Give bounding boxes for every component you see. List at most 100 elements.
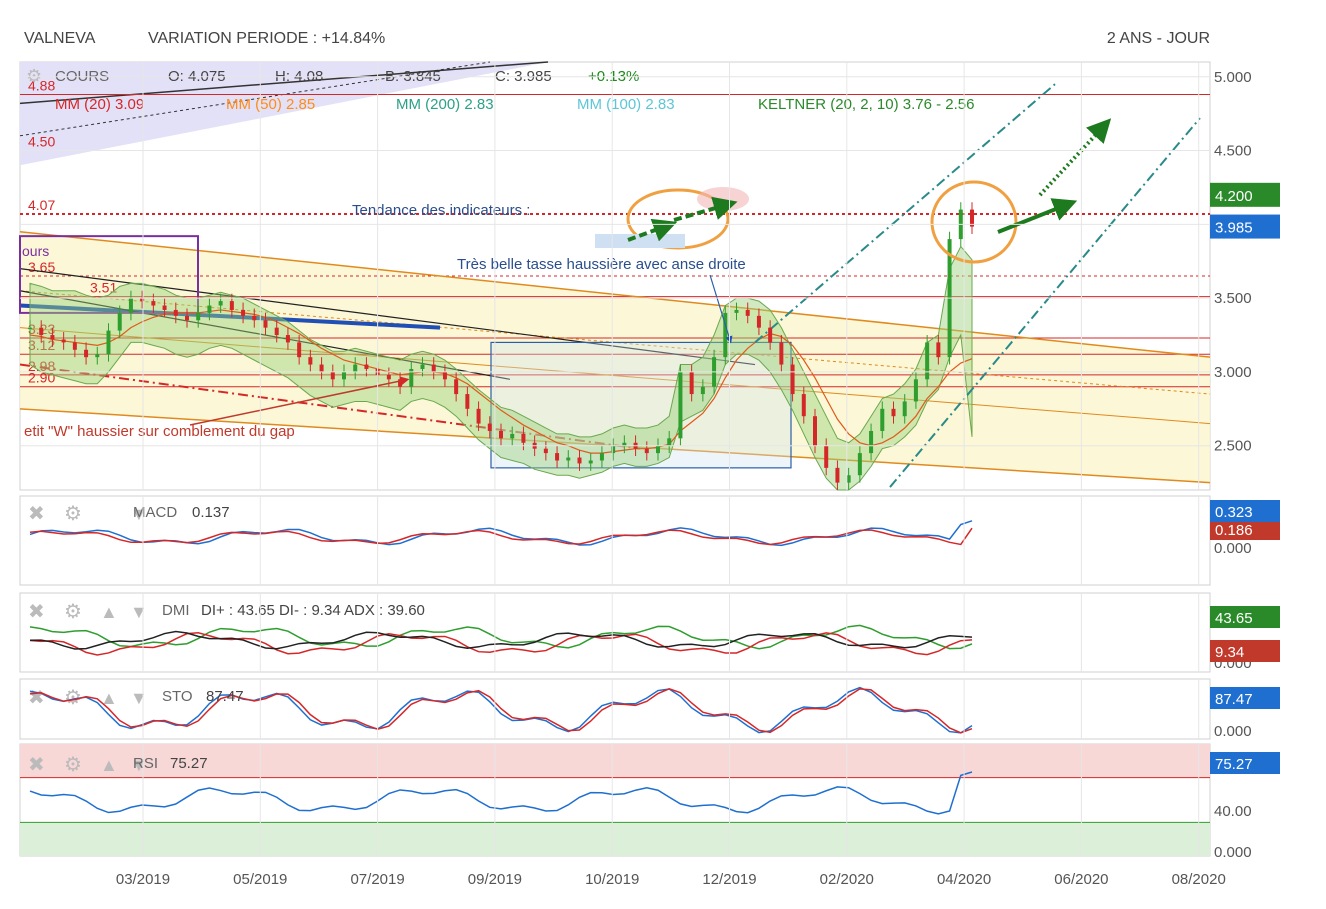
purple-box bbox=[19, 235, 199, 314]
x-tick-label: 10/2019 bbox=[585, 871, 639, 888]
dmi-value: DI+ : 43.65 DI- : 9.34 ADX : 39.60 bbox=[201, 602, 425, 619]
macd-value: 0.137 bbox=[192, 504, 230, 521]
x-tick-label: 09/2019 bbox=[468, 871, 522, 888]
rsi-tick-0: 0.000 bbox=[1214, 844, 1252, 861]
sto-name: STO bbox=[162, 688, 193, 705]
candle-body bbox=[420, 364, 425, 369]
move-down-icon: ▼ bbox=[130, 602, 148, 622]
rsi-name: RSI bbox=[133, 755, 158, 772]
last-price-badge-bg bbox=[1210, 214, 1280, 239]
candle-body bbox=[588, 460, 593, 464]
annotation-trend: Tendance des indicateurs : bbox=[352, 202, 530, 219]
highlight-ellipse-price bbox=[930, 180, 1018, 264]
candle-body bbox=[342, 371, 346, 380]
candle-body bbox=[263, 320, 268, 328]
candle-body bbox=[431, 364, 436, 372]
candle-body bbox=[229, 301, 234, 310]
uptrend-line-1 bbox=[754, 83, 1056, 344]
macd-panel-frame bbox=[19, 495, 1211, 586]
candle-body bbox=[106, 330, 111, 355]
high-badge: 4.200 bbox=[1215, 188, 1253, 205]
candle-body bbox=[162, 305, 167, 310]
legend-mm200: MM (200) 2.83 bbox=[396, 96, 494, 113]
candle-body bbox=[813, 416, 817, 446]
candle-body bbox=[330, 371, 335, 380]
candle-body bbox=[756, 315, 761, 328]
y-tick-label: 5.000 bbox=[1214, 69, 1252, 86]
green-arrow-4 bbox=[1038, 118, 1112, 197]
candle-body bbox=[622, 442, 627, 446]
channel-top-line bbox=[19, 230, 1211, 358]
candle-body bbox=[700, 386, 705, 395]
candle-body bbox=[386, 374, 391, 380]
level-label: 4.88 bbox=[28, 77, 55, 93]
candle-body bbox=[140, 298, 145, 302]
candle-body bbox=[555, 453, 560, 461]
annotation-arrow-cup bbox=[709, 274, 733, 344]
candle-body bbox=[689, 371, 694, 395]
rsi-tick-40: 40.00 bbox=[1214, 803, 1252, 820]
candle-body bbox=[50, 335, 55, 340]
level-label: 4.50 bbox=[28, 134, 55, 150]
move-up-icon: ▲ bbox=[100, 755, 118, 775]
high-badge-bg bbox=[1210, 182, 1280, 207]
rsi-badge: 75.27 bbox=[1215, 756, 1253, 773]
candle-body bbox=[857, 453, 862, 476]
candle-body bbox=[364, 364, 369, 369]
candle-body bbox=[521, 433, 526, 443]
period-label: 2 ANS - JOUR bbox=[1107, 30, 1210, 47]
sto-badge: 87.47 bbox=[1215, 691, 1253, 708]
last-price-badge: 3.985 bbox=[1215, 220, 1253, 237]
candle-body bbox=[499, 430, 503, 439]
annotation-w-pattern: etit "W" haussier sur comblement du gap bbox=[24, 423, 295, 440]
candle-body bbox=[274, 327, 279, 336]
candle-body bbox=[353, 364, 358, 372]
candle-body bbox=[745, 309, 750, 316]
candle-body bbox=[543, 448, 548, 454]
upper-band-line bbox=[19, 61, 549, 105]
support-line bbox=[19, 303, 441, 330]
candle-body bbox=[577, 457, 582, 464]
candle-body bbox=[207, 305, 212, 313]
candle-body bbox=[644, 448, 649, 454]
macd-signal-line bbox=[29, 527, 973, 546]
move-up-icon: ▲ bbox=[100, 688, 118, 708]
move-up-icon: ▲ bbox=[100, 602, 118, 622]
candle-body bbox=[409, 368, 414, 387]
candle-body bbox=[846, 475, 851, 483]
rsi-overbought-zone bbox=[20, 744, 1210, 778]
candle-body bbox=[39, 327, 44, 336]
sto-d-line bbox=[29, 688, 973, 734]
x-tick-label: 08/2020 bbox=[1172, 871, 1226, 888]
candle-body bbox=[678, 371, 683, 439]
sto-panel-frame bbox=[19, 678, 1211, 740]
candle-body bbox=[599, 453, 604, 461]
candle-body bbox=[925, 342, 930, 380]
candle-body bbox=[442, 371, 447, 380]
dmi-badge-2-bg bbox=[1210, 640, 1280, 662]
rsi-line bbox=[29, 771, 973, 815]
candle-body bbox=[667, 438, 672, 446]
x-tick-label: 12/2019 bbox=[702, 871, 756, 888]
y-tick-label: 4.500 bbox=[1214, 143, 1252, 160]
candle-body bbox=[970, 209, 974, 227]
upper-band-shading bbox=[20, 62, 548, 166]
x-tick-label: 02/2020 bbox=[820, 871, 874, 888]
candle-body bbox=[835, 467, 840, 483]
y-tick-label: 3.500 bbox=[1214, 290, 1252, 307]
chart-header: VALNEVA VARIATION PERIODE : +14.84% 2 AN… bbox=[24, 30, 1210, 47]
dmi-badge-1: 43.65 bbox=[1215, 610, 1253, 627]
annotations: Tendance des indicateurs : Très belle ta… bbox=[22, 202, 746, 440]
candle-body bbox=[768, 327, 773, 343]
close-icon: ✖ bbox=[28, 601, 45, 623]
candle-body bbox=[196, 312, 201, 321]
annotation-arrow-w bbox=[189, 376, 410, 426]
x-tick-label: 03/2019 bbox=[116, 871, 170, 888]
level-label: 2.98 bbox=[28, 358, 55, 374]
green-arrow-3 bbox=[997, 198, 1078, 234]
close-icon: ✖ bbox=[28, 754, 45, 776]
legend-mm100: MM (100) 2.83 bbox=[577, 96, 675, 113]
macd-badge-2: 0.186 bbox=[1215, 522, 1253, 539]
legend-mm20: MM (20) 3.09 bbox=[55, 96, 144, 113]
